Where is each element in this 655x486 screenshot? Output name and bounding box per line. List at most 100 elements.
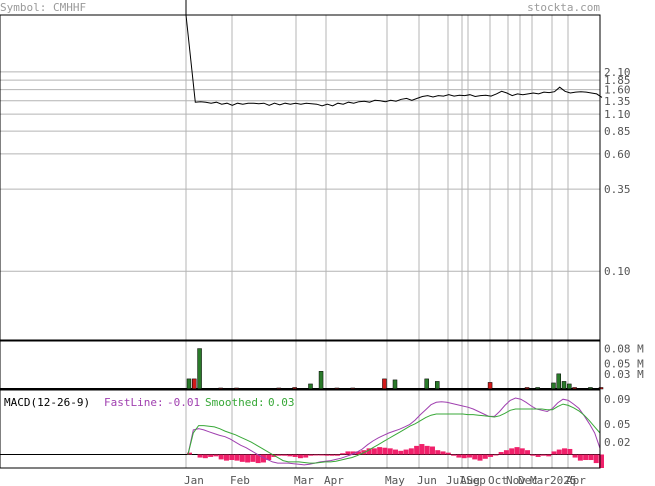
- macd-histogram-bar: [577, 454, 583, 461]
- macd-histogram-bar: [393, 449, 398, 455]
- volume-bar: [435, 381, 440, 390]
- macd-histogram-bar: [403, 449, 409, 455]
- macd-histogram-bar: [324, 454, 330, 456]
- macd-title: MACD(12-26-9): [4, 396, 90, 409]
- price-panel: 2.101.851.601.351.10 0.85 0.60 0.35 0.10: [0, 0, 631, 468]
- x-tick-label: Mar: [294, 474, 314, 486]
- macd-histogram-bar: [371, 448, 377, 455]
- volume-bar: [487, 382, 493, 390]
- macd-histogram-bar: [593, 454, 599, 464]
- macd-histogram-bar: [266, 454, 272, 461]
- macd-histogram-bar: [276, 454, 282, 456]
- macd-histogram-bar: [387, 448, 393, 455]
- volume-panel: 0.08 M 0.05 M0.03 M: [0, 340, 644, 390]
- x-tick-label: Mar: [530, 474, 550, 486]
- macd-histogram-bar: [435, 450, 441, 455]
- macd-histogram-bar: [440, 451, 446, 455]
- x-tick-label: Sep: [466, 474, 486, 486]
- macd-histogram-bar: [451, 454, 457, 456]
- macd-histogram-bar: [382, 447, 388, 455]
- macd-histogram-bar: [350, 451, 356, 455]
- smoothed-label: Smoothed:: [205, 396, 265, 409]
- x-tick-label: Nov: [506, 474, 526, 486]
- x-tick-label: Jan: [184, 474, 204, 486]
- macd-histogram-bar: [509, 448, 515, 455]
- smoothed-value: 0.03: [268, 396, 295, 409]
- volume-bar: [424, 378, 429, 390]
- macd-histogram-bar: [498, 452, 504, 455]
- volume-tick-label: 0.03 M: [604, 368, 644, 381]
- x-tick-label: Aug: [460, 474, 480, 486]
- macd-smoothed-line: [187, 403, 601, 464]
- site-label: stockta.com: [527, 1, 600, 14]
- macd-histogram-bar: [472, 454, 478, 460]
- macd-panel: 0.09 0.05 0.02 MACD(12-26-9) FastLine: -0.…: [0, 389, 631, 469]
- macd-histogram-bar: [345, 451, 351, 455]
- macd-fast-line: [187, 397, 601, 466]
- x-tick-label: Feb: [230, 474, 250, 486]
- macd-histogram-bar: [213, 454, 219, 457]
- x-tick-label: Apr: [566, 474, 586, 486]
- macd-histogram-bar: [514, 447, 520, 455]
- macd-histogram-bar: [414, 445, 420, 455]
- macd-histogram-bar: [535, 454, 541, 457]
- volume-bar: [567, 383, 572, 390]
- x-tick-label: 2025: [550, 474, 577, 486]
- macd-histogram-bar: [319, 454, 325, 456]
- price-tick-label: 0.85: [604, 125, 631, 138]
- volume-bar: [598, 387, 604, 390]
- macd-histogram-bar: [229, 454, 235, 461]
- macd-histogram-bar: [567, 448, 573, 455]
- macd-histogram-bar: [308, 454, 314, 456]
- volume-bar: [192, 378, 197, 390]
- macd-histogram-bar: [260, 454, 266, 463]
- macd-histogram-bar: [218, 454, 224, 460]
- macd-tick-label: 0.02: [604, 436, 631, 449]
- volume-tick-label: 0.08 M: [604, 343, 644, 356]
- macd-histogram-bar: [445, 452, 451, 455]
- macd-histogram-bar: [525, 450, 531, 455]
- macd-histogram-bar: [551, 451, 557, 455]
- macd-histogram-bar: [546, 454, 552, 457]
- macd-histogram-bar: [313, 454, 319, 456]
- macd-histogram-bar: [599, 454, 604, 468]
- macd-histogram-bar: [398, 450, 404, 455]
- macd-histogram-bar: [493, 454, 499, 456]
- macd-histogram-bar: [562, 448, 568, 455]
- macd-histogram-bar: [334, 454, 340, 456]
- price-axis: 2.101.851.601.351.10 0.85 0.60 0.35 0.10: [604, 66, 631, 278]
- macd-histogram-bar: [456, 454, 462, 458]
- fastline-value: -0.01: [167, 396, 200, 409]
- macd-histogram-bar: [519, 448, 525, 455]
- price-grid: [0, 15, 600, 468]
- macd-tick-label: 0.09: [604, 393, 631, 406]
- volume-bar: [197, 348, 202, 390]
- x-tick-label: May: [385, 474, 405, 486]
- symbol-label: Symbol: CMHHF: [0, 1, 86, 14]
- macd-histogram-bar: [477, 454, 483, 461]
- price-line: [185, 0, 603, 107]
- macd-histogram-bar: [239, 454, 245, 462]
- volume-bar: [186, 378, 192, 390]
- macd-histogram-bar: [482, 454, 488, 459]
- macd-histogram-bar: [429, 446, 435, 455]
- macd-histogram-bar: [588, 454, 594, 461]
- macd-histogram-bar: [461, 454, 467, 459]
- volume-frame: [0, 340, 601, 390]
- macd-histogram-bar: [340, 453, 346, 455]
- macd-histogram-bar: [377, 447, 383, 455]
- price-tick-label: 1.10: [604, 108, 631, 121]
- fastline-label: FastLine:: [104, 396, 164, 409]
- macd-histogram-bar: [250, 454, 256, 462]
- x-tick-label: Jul: [446, 474, 466, 486]
- macd-histogram-bar: [255, 454, 261, 464]
- macd-histogram-bar: [356, 451, 362, 455]
- macd-histogram: [187, 444, 604, 468]
- price-tick-label: 0.60: [604, 148, 631, 161]
- price-tick-label: 0.35: [604, 183, 631, 196]
- volume-bar: [392, 379, 398, 390]
- macd-axis: 0.09 0.05 0.02: [0, 393, 631, 455]
